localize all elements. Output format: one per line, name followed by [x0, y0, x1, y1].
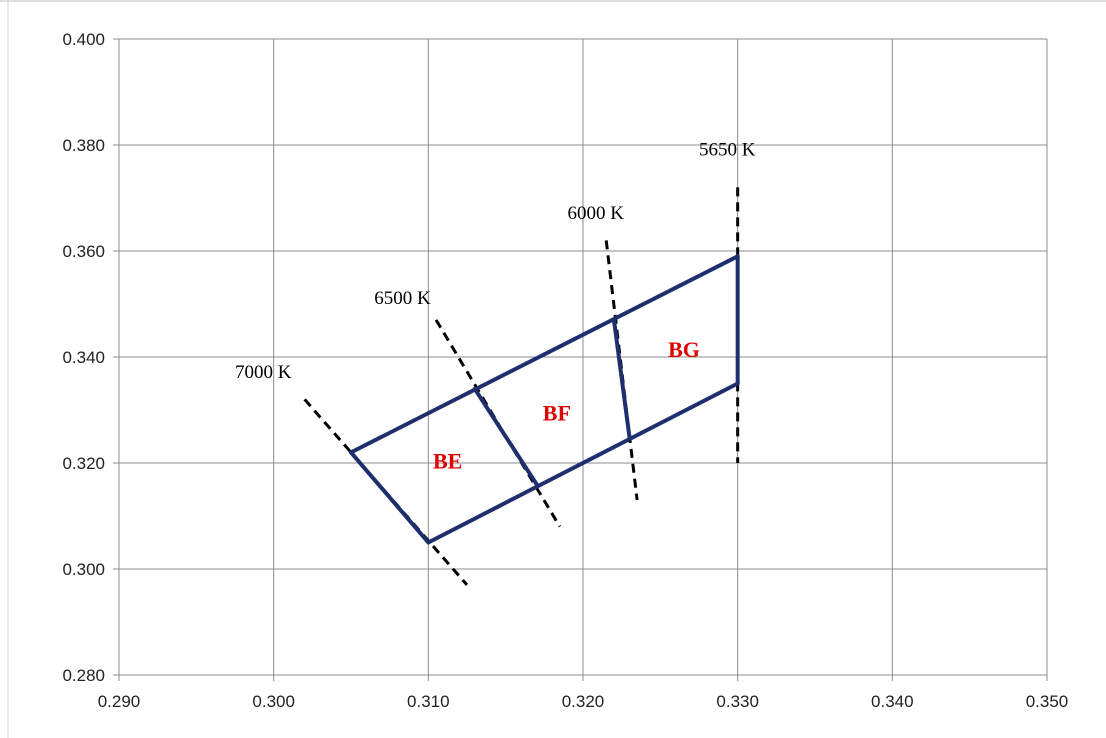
tick-labels: 0.290 0.300 0.310 0.320 0.330 0.340 0.350 0.280…	[62, 30, 1068, 711]
y-tick-label: 0.280	[62, 666, 105, 685]
annotation-labels: 7000 K 6500 K 6000 K 5650 K BE BF BG	[235, 140, 756, 474]
x-tick-label: 0.350	[1026, 692, 1069, 711]
y-tick-label: 0.380	[62, 136, 105, 155]
cct-label: 5650 K	[699, 140, 756, 161]
bin-outline	[349, 254, 740, 545]
y-tick-label: 0.400	[62, 30, 105, 49]
x-tick-label: 0.330	[716, 692, 759, 711]
x-tick-label: 0.310	[407, 692, 450, 711]
y-tick-label: 0.360	[62, 242, 105, 261]
cct-label: 7000 K	[235, 362, 292, 383]
bin-outline-segment	[349, 450, 431, 545]
bin-outline-segment	[426, 381, 740, 545]
bin-label: BE	[433, 448, 462, 473]
axes	[113, 38, 1048, 681]
y-tick-label: 0.340	[62, 348, 105, 367]
bin-outline-segment	[472, 386, 539, 487]
bin-label: BG	[668, 337, 700, 362]
x-tick-label: 0.320	[562, 692, 605, 711]
isotherm-line	[604, 240, 639, 501]
y-tick-label: 0.300	[62, 560, 105, 579]
y-tick-label: 0.320	[62, 454, 105, 473]
x-tick-label: 0.340	[871, 692, 914, 711]
bin-outline-segment	[349, 254, 740, 455]
cct-label: 6000 K	[568, 203, 625, 224]
cct-label: 6500 K	[374, 288, 431, 309]
bin-outline-segment	[611, 317, 632, 439]
bin-label: BF	[543, 401, 571, 426]
x-tick-label: 0.300	[252, 692, 295, 711]
x-tick-label: 0.290	[98, 692, 141, 711]
